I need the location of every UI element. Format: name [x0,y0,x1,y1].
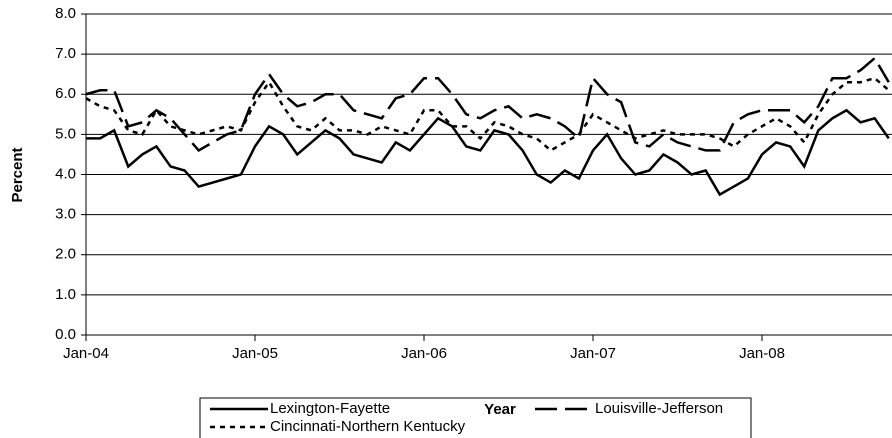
y-axis-label: Percent [9,147,26,202]
series-line [85,56,890,153]
y-tick-label: 0.0 [55,326,76,343]
y-tick-label: 4.0 [55,165,76,182]
x-tick-label: Jan-07 [570,345,616,362]
x-tick-label: Jan-04 [63,345,109,362]
series-line [85,76,890,152]
legend-label: Cincinnati-Northern Kentucky [270,418,466,435]
x-tick-label: Jan-06 [401,345,447,362]
y-tick-label: 2.0 [55,246,76,263]
x-tick-label: Jan-08 [739,345,785,362]
legend-box [199,397,752,438]
y-tick-label: 1.0 [55,286,76,303]
y-tick-label: 6.0 [55,85,76,102]
y-tick-label: 5.0 [55,125,76,142]
x-tick-label: Jan-05 [232,345,278,362]
y-tick-label: 3.0 [55,206,76,223]
legend-label: Louisville-Jefferson [595,400,723,417]
x-axis-label: Year [484,401,516,418]
legend-label: Lexington-Fayette [270,400,390,417]
y-tick-label: 8.0 [55,5,76,22]
series-line [86,108,890,197]
y-tick-label: 7.0 [55,45,76,62]
